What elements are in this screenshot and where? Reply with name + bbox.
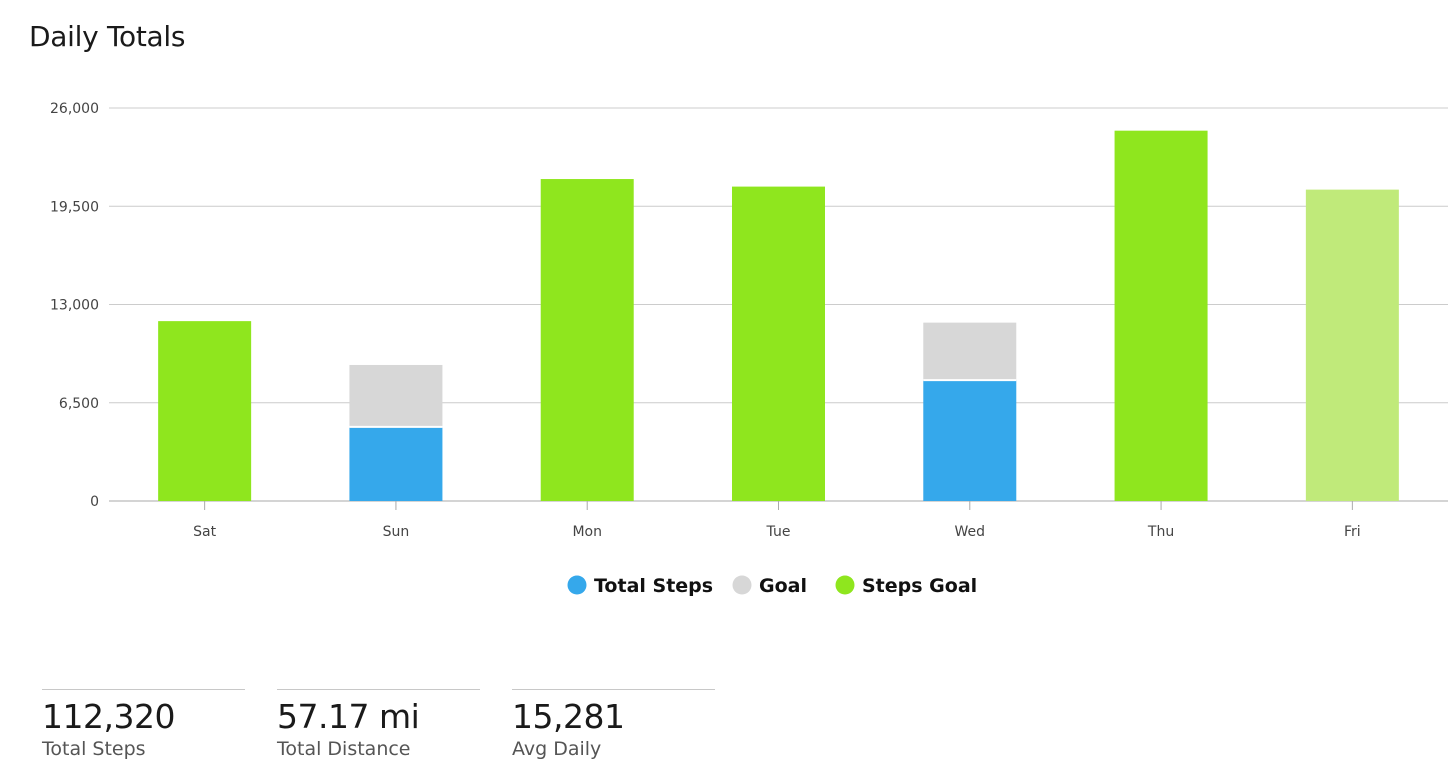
chart-title: Daily Totals [29,20,186,53]
x-tick-label: Mon [572,524,602,540]
legend-label: Total Steps [594,575,713,597]
x-tick-label: Sat [193,524,216,540]
stat-label: Total Steps [42,738,146,760]
bar-total-steps [923,380,1017,501]
y-tick-label: 13,000 [50,298,99,314]
stat-avg-daily: 15,281 Avg Daily [512,689,715,761]
x-axis: Sat Sun Mon Tue Wed Thu Fri [193,501,1361,540]
bar-steps-goal [158,321,252,501]
x-tick-label: Tue [766,524,791,540]
x-tick-label: Wed [955,524,986,540]
legend-swatch [567,575,587,595]
bar-goal [349,364,443,427]
x-tick-label: Fri [1344,524,1361,540]
bar-steps-goal [1114,130,1208,501]
stat-label: Avg Daily [512,738,602,760]
x-tick-label: Sun [383,524,410,540]
legend-swatch [835,575,855,595]
stat-value: 15,281 [512,697,625,736]
bars [158,130,1399,502]
stat-value: 112,320 [42,697,175,736]
legend: Total Steps Goal Steps Goal [567,575,977,597]
stat-label: Total Distance [277,738,411,760]
bar-total-steps [349,426,443,501]
legend-label: Steps Goal [862,575,977,597]
legend-label: Goal [759,575,807,597]
daily-totals-chart: 0 6,500 13,000 19,500 26,000 Sat Sun Mon Tue Wed… [50,101,1448,597]
stat-total-distance: 57.17 mi Total Distance [277,689,480,761]
y-tick-label: 26,000 [50,101,99,117]
bar-steps-goal [732,186,825,501]
bar-steps-goal [540,179,634,502]
y-tick-label: 19,500 [50,199,99,215]
bar-steps-goal [1305,189,1399,501]
x-tick-label: Thu [1147,524,1174,540]
y-tick-label: 6,500 [59,396,99,412]
y-tick-label: 0 [90,494,99,510]
stat-total-steps: 112,320 Total Steps [42,689,245,761]
stat-value: 57.17 mi [277,697,420,736]
bar-goal [923,322,1017,381]
legend-swatch [732,575,752,595]
